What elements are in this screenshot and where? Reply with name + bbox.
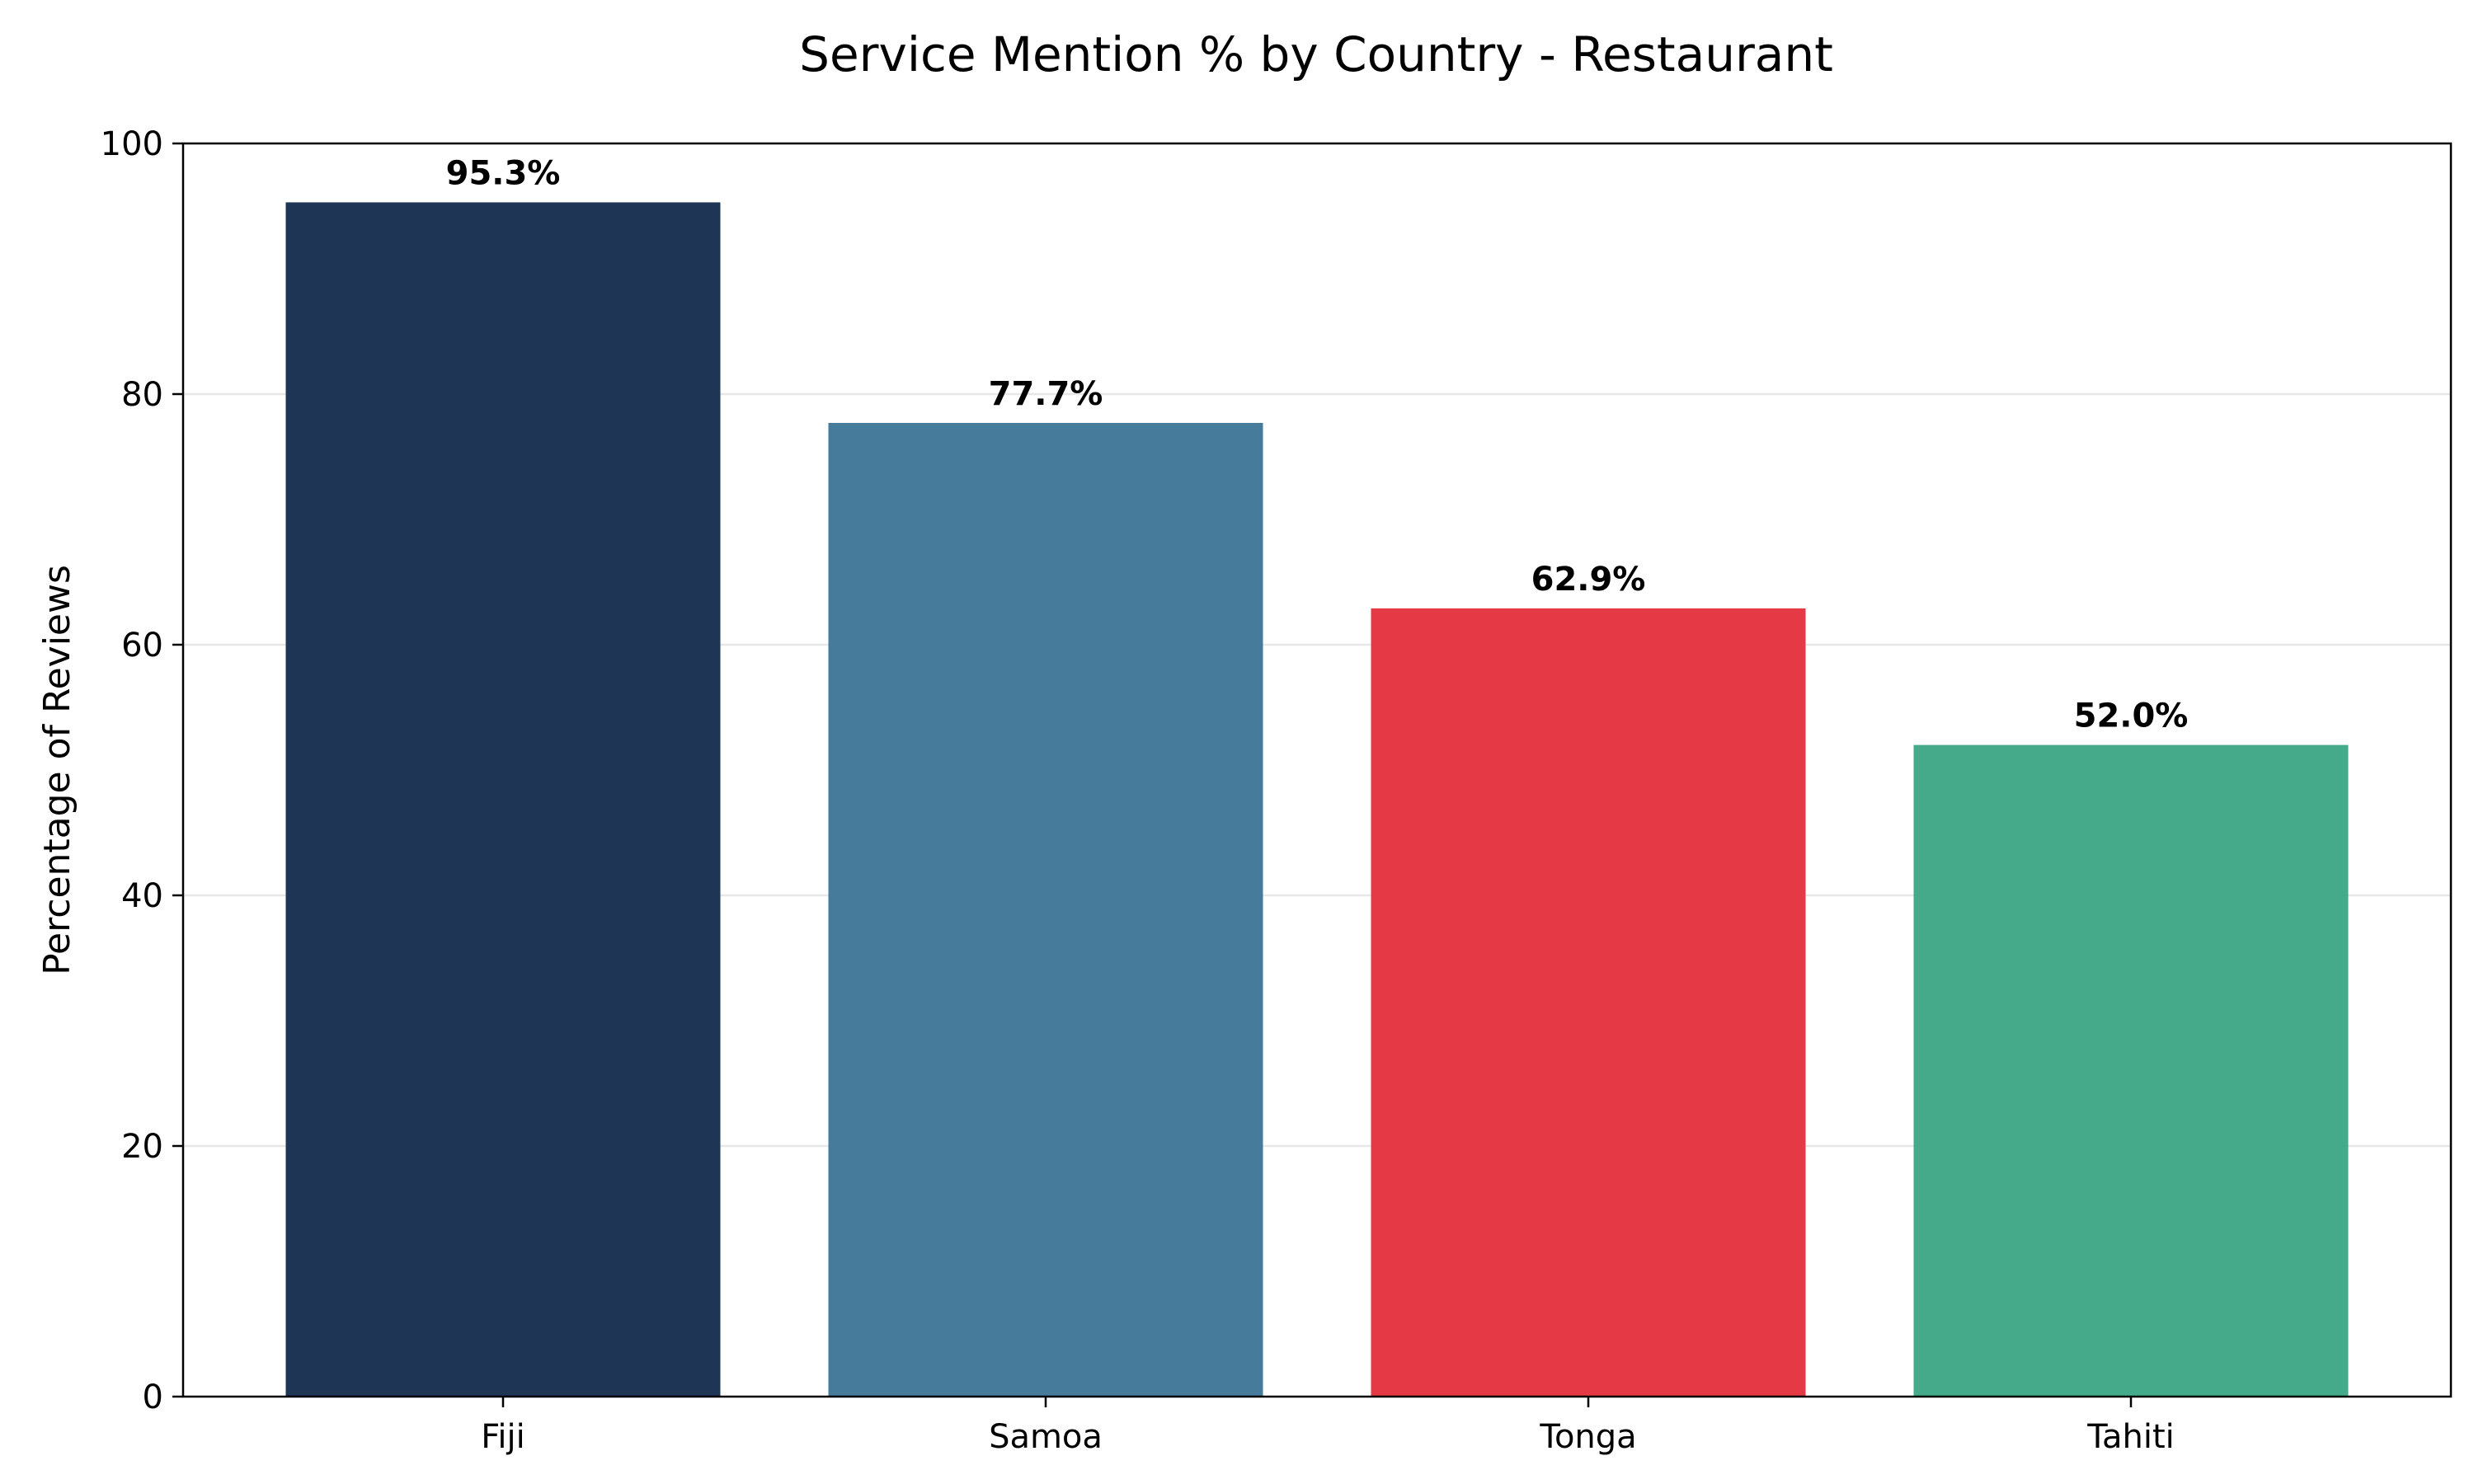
x-axis-ticks: Fiji Samoa Tonga Tahiti (481, 1397, 2175, 1456)
x-tick-label-samoa: Samoa (989, 1418, 1103, 1456)
data-label-tahiti: 52.0% (2074, 697, 2189, 735)
x-tick-label-fiji: Fiji (481, 1418, 524, 1456)
bar-tahiti (1913, 744, 2349, 1397)
x-tick-label-tonga: Tonga (1539, 1418, 1636, 1456)
y-tick-label: 20 (121, 1128, 163, 1166)
y-tick-label: 100 (101, 125, 163, 163)
plot-frame (181, 142, 2453, 1398)
data-label-samoa: 77.7% (989, 375, 1103, 413)
data-label-fiji: 95.3% (446, 154, 561, 192)
y-axis-ticks: 0 20 40 60 80 100 (101, 125, 183, 1416)
bars (285, 202, 2349, 1397)
data-label-tonga: 62.9% (1531, 561, 1646, 599)
y-axis-label: Percentage of Reviews (36, 565, 78, 975)
x-tick-label-tahiti: Tahiti (2086, 1418, 2175, 1456)
bar-samoa (828, 422, 1263, 1397)
y-tick-label: 60 (121, 627, 163, 665)
y-tick-label: 0 (143, 1378, 163, 1416)
y-tick-label: 80 (121, 376, 163, 414)
bar-tonga (1371, 608, 1806, 1397)
chart-title: Service Mention % by Country - Restauran… (799, 26, 1833, 82)
bar-fiji (285, 202, 721, 1397)
y-tick-label: 40 (121, 877, 163, 915)
data-labels: 95.3% 77.7% 62.9% 52.0% (446, 154, 2189, 735)
